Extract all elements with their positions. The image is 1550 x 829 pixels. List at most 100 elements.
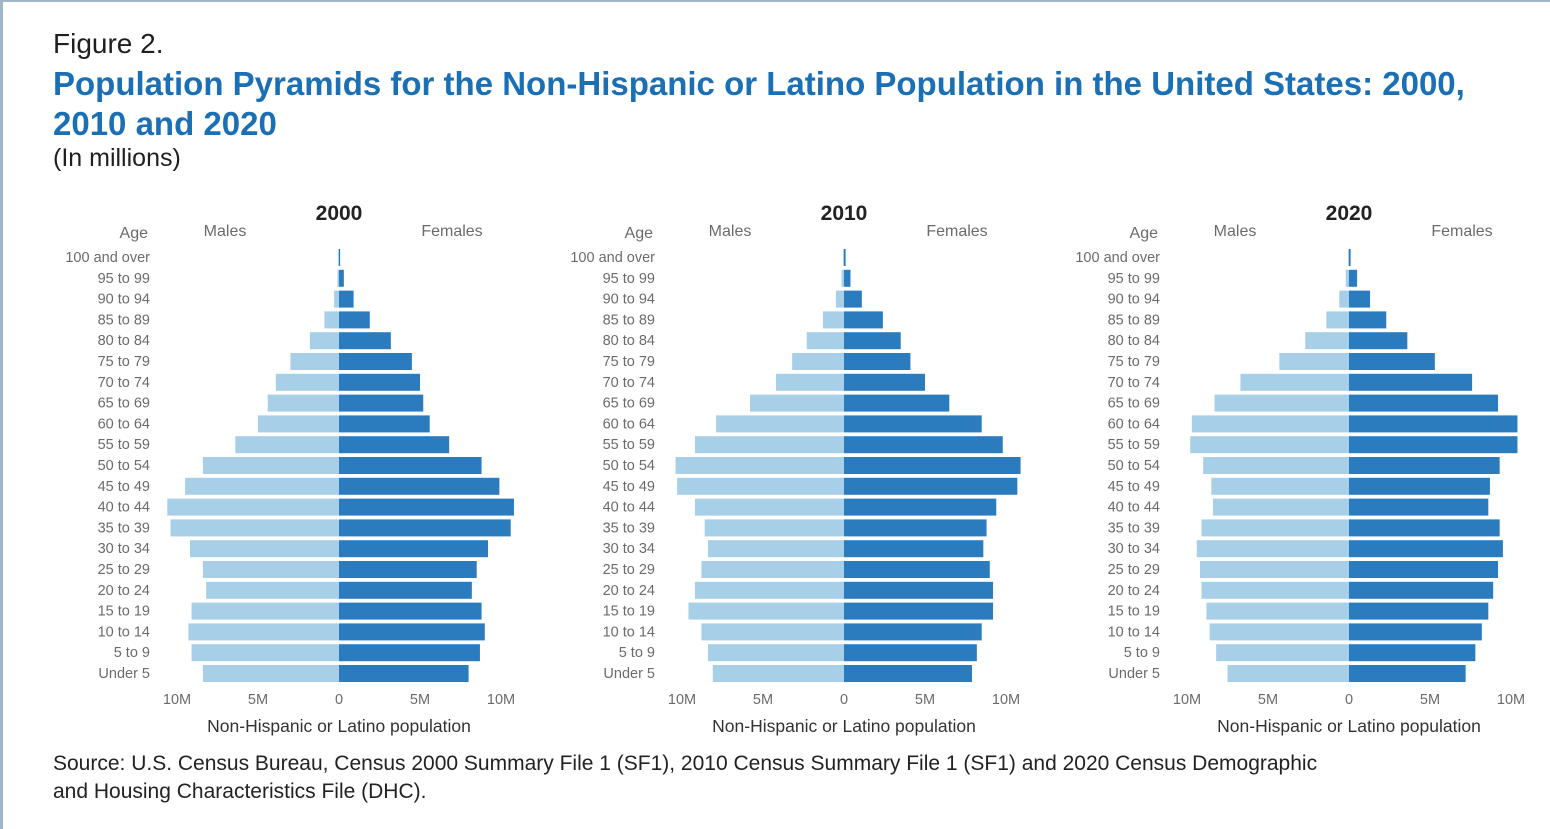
age-group-label: 20 to 24 [1108,583,1160,599]
x-tick-label: 0 [840,692,848,708]
male-bar [1199,561,1349,578]
x-tick-label: 5M [915,692,935,708]
female-bar [339,602,482,620]
male-bar [1214,394,1349,412]
female-bar [339,540,489,558]
male-bar [1345,269,1349,287]
female-bar [1349,249,1351,266]
age-group-label: 100 and over [570,250,655,266]
female-bar [844,581,994,599]
male-bar [792,353,844,370]
male-bar [707,644,844,662]
x-tick-label: 10M [1497,692,1525,708]
male-bar [1196,540,1349,558]
male-bar [841,269,844,287]
male-bar [188,623,339,641]
age-group-label: 35 to 39 [98,520,150,536]
female-bar [844,644,977,662]
male-bar [290,353,339,370]
female-bar [844,332,901,350]
female-bar [339,477,500,495]
male-bar [694,498,844,516]
age-group-label: 60 to 64 [98,416,150,432]
male-bar [167,498,339,516]
x-axis-title: Non-Hispanic or Latino population [207,716,471,736]
chart-title: Population Pyramids for the Non-Hispanic… [53,65,1465,142]
male-bar [677,477,844,495]
female-bar [844,353,911,370]
age-group-label: 5 to 9 [619,645,655,661]
female-bar [339,436,450,454]
age-group-label: 65 to 69 [1108,396,1160,412]
figure-label: Figure 2. [53,28,164,59]
pyramid-panel-2010: 2010 Age Males Females 100 and over 95 to 99 9… [545,196,1045,744]
female-bar [339,665,469,682]
age-group-label: 25 to 29 [603,562,655,578]
female-bar [1349,457,1500,474]
pyramid-year-title: 2000 [316,202,363,225]
female-bar [844,540,984,558]
female-bar [1349,519,1500,537]
male-bar [701,623,844,641]
age-group-label: 80 to 84 [1108,333,1160,349]
age-group-label: 10 to 14 [98,624,150,640]
female-bar [844,249,846,266]
age-group-label: 65 to 69 [98,396,150,412]
male-bar [1190,436,1349,454]
male-bar [206,581,339,599]
age-group-label: 65 to 69 [603,396,655,412]
female-bar [339,311,370,329]
female-bar [844,602,994,620]
female-bar [844,311,883,329]
male-bar [267,394,339,412]
age-group-label: 55 to 59 [98,437,150,453]
age-group-label: 75 to 79 [98,354,150,370]
female-bar [339,249,341,266]
female-bar [339,290,354,308]
female-bar [339,457,482,474]
male-bar [191,602,339,620]
female-bar [844,457,1021,474]
male-bar [185,477,339,495]
female-bar [1349,644,1476,662]
age-group-label: 55 to 59 [603,437,655,453]
female-bar [844,394,950,412]
female-bar [1349,498,1489,516]
female-bar [844,373,925,391]
male-bar [1216,644,1349,662]
x-tick-label: 0 [1345,692,1353,708]
female-bar [339,519,511,537]
female-bar [339,561,477,578]
male-bar [1201,581,1349,599]
female-bar [339,332,391,350]
female-bar [844,498,997,516]
age-group-label: 20 to 24 [98,583,150,599]
female-bar [1349,602,1489,620]
source-note: Source: U.S. Census Bureau, Census 2000 … [53,752,1318,803]
chart-subtitle: (In millions) [53,144,181,172]
age-group-label: 5 to 9 [1124,645,1160,661]
female-bar [339,623,485,641]
age-group-label: Under 5 [98,666,150,682]
females-label: Females [926,223,987,240]
age-group-label: 85 to 89 [1108,312,1160,328]
age-group-label: 5 to 9 [114,645,150,661]
age-axis-label: Age [625,225,654,242]
male-bar [1203,457,1349,474]
pyramid-2010: 2010 Age Males Females 100 and over 95 to 99 9… [570,202,1021,736]
age-group-label: 40 to 44 [98,500,150,516]
female-bar [844,477,1018,495]
male-bar [707,540,844,558]
male-bar [1348,249,1349,266]
age-group-label: 15 to 19 [1108,604,1160,620]
frame-left-border [0,0,3,829]
female-bar [339,415,430,433]
female-bar [844,436,1003,454]
age-group-label: 15 to 19 [98,604,150,620]
male-bar [822,311,844,329]
age-group-label: 85 to 89 [603,312,655,328]
male-bar [235,436,339,454]
x-tick-label: 5M [1420,692,1440,708]
frame-top-border [0,0,1550,2]
male-bar [1240,373,1349,391]
